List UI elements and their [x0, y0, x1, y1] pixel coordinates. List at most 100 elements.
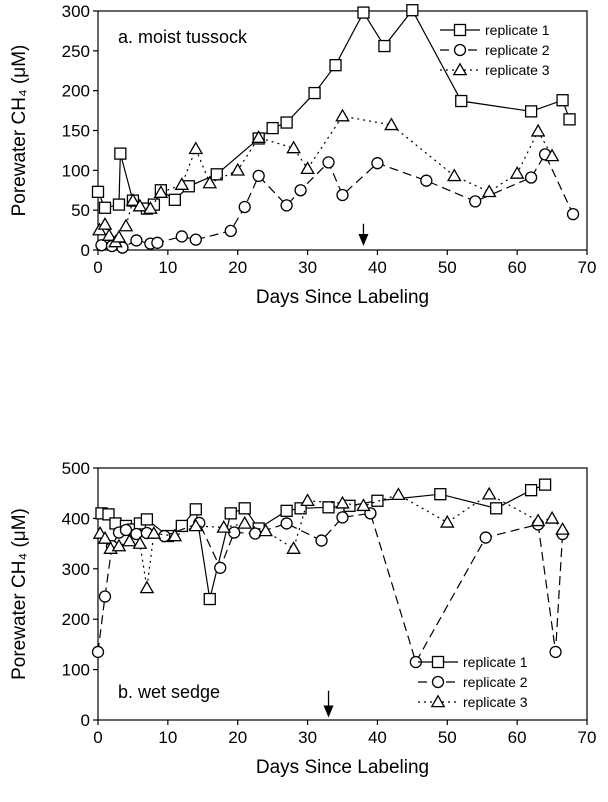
data-point — [315, 534, 328, 547]
data-point — [384, 117, 399, 131]
chart-panel-2: 0 10 20 30 40 50 60 70 0 100 200 300 400 500 Days Sinc… — [9, 459, 596, 778]
data-point — [479, 531, 492, 544]
legend-marker — [453, 43, 467, 57]
data-point — [371, 157, 384, 170]
data-point — [336, 188, 349, 202]
data-point — [294, 184, 307, 197]
data-point — [111, 229, 127, 243]
data-point — [258, 523, 273, 537]
data-point — [530, 123, 546, 137]
data-point — [237, 515, 253, 529]
data-point — [371, 494, 384, 507]
legend-marker — [453, 23, 467, 37]
data-point — [524, 484, 538, 497]
y-tick-label: 100 — [62, 161, 90, 180]
x-tick-label: 70 — [578, 728, 597, 747]
data-point — [98, 201, 112, 214]
data-point — [335, 495, 350, 509]
x-tick-label: 60 — [508, 728, 527, 747]
data-point — [439, 514, 455, 528]
legend-label: replicate 1 — [463, 654, 528, 670]
legend-label: replicate 2 — [485, 42, 550, 58]
arrow-head — [323, 705, 334, 718]
data-point — [556, 94, 569, 107]
y-tick-label: 200 — [62, 610, 90, 629]
y-tick-label: 300 — [62, 2, 90, 21]
data-point — [329, 59, 342, 72]
data-point — [174, 177, 190, 190]
data-point — [357, 6, 370, 19]
data-point — [524, 171, 538, 184]
data-point — [95, 239, 108, 252]
legend-marker — [431, 675, 445, 689]
y-tick-label: 100 — [62, 661, 90, 680]
data-point — [97, 531, 113, 544]
data-point — [97, 216, 113, 230]
data-point — [224, 507, 237, 520]
data-point — [158, 529, 171, 543]
data-point — [322, 156, 335, 169]
y-tick-label: 250 — [62, 42, 90, 61]
data-point — [286, 541, 301, 554]
legend-marker — [430, 694, 446, 708]
data-point — [216, 519, 232, 533]
data-point — [153, 185, 169, 198]
data-point — [563, 113, 576, 126]
data-point — [238, 502, 251, 515]
panel-label: b. wet sedge — [118, 682, 220, 702]
series-line — [101, 153, 574, 249]
series-3 — [92, 108, 560, 248]
data-point — [378, 39, 391, 53]
data-point — [188, 518, 204, 532]
data-point — [210, 168, 223, 181]
series-2 — [95, 148, 580, 254]
data-point — [555, 521, 570, 535]
data-point — [114, 147, 127, 160]
data-point — [98, 590, 112, 603]
x-tick-label: 10 — [158, 728, 177, 747]
data-point — [203, 592, 216, 606]
x-tick-label: 70 — [578, 258, 597, 277]
data-point — [280, 199, 293, 212]
data-point — [566, 207, 580, 221]
data-point — [238, 200, 251, 214]
data-point — [214, 561, 227, 574]
series-2 — [91, 507, 569, 669]
legend-marker — [431, 655, 445, 669]
legend-label: replicate 1 — [485, 22, 550, 38]
data-point — [125, 193, 141, 206]
data-point — [544, 148, 560, 162]
data-point — [356, 498, 371, 512]
data-point — [101, 228, 117, 241]
data-point — [189, 233, 202, 246]
data-point — [91, 185, 105, 198]
data-point — [434, 488, 447, 501]
data-point — [188, 141, 204, 155]
data-point — [300, 493, 315, 507]
data-point — [143, 201, 158, 214]
data-point — [420, 174, 433, 187]
legend: replicate 1 replicate 2 replicate 3 — [440, 22, 550, 78]
y-tick-label: 500 — [62, 459, 90, 478]
data-point — [249, 527, 262, 540]
data-point — [140, 513, 154, 526]
data-point — [146, 526, 162, 539]
data-point — [151, 236, 164, 249]
x-axis-label: Days Since Labeling — [256, 287, 429, 308]
x-tick-label: 60 — [508, 258, 527, 277]
x-tick-label: 40 — [368, 258, 387, 277]
data-point — [544, 510, 560, 524]
data-point — [102, 508, 115, 521]
y-tick-label: 150 — [62, 122, 90, 141]
legend-label: replicate 3 — [463, 694, 528, 710]
data-point — [168, 193, 181, 206]
y-tick-label: 0 — [81, 711, 90, 730]
data-point — [111, 538, 127, 552]
data-point — [308, 86, 321, 100]
x-tick-label: 20 — [228, 728, 247, 747]
data-point — [336, 511, 349, 524]
data-point — [202, 175, 218, 189]
chart-panel-1: 0 10 20 30 40 50 60 70 0 50 100 150 200 250 300 Days Si… — [9, 2, 596, 308]
data-point — [481, 184, 497, 198]
